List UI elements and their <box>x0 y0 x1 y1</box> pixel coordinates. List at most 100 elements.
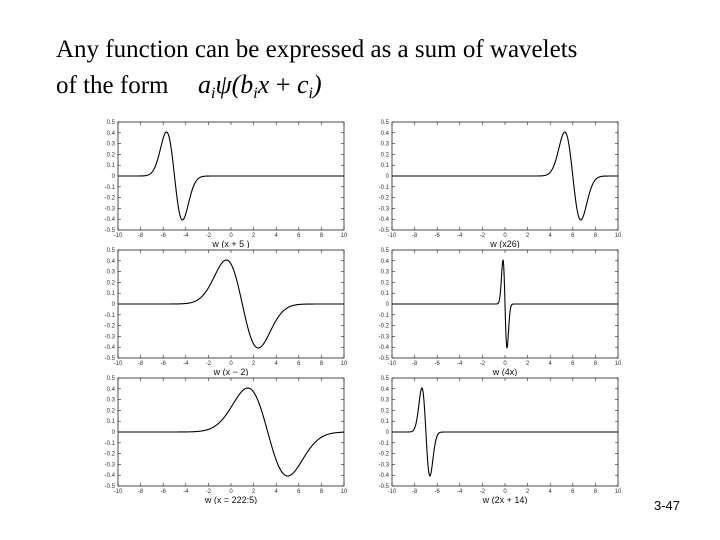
wavelet-panel-6: -10 -8 -6 -4 -2 0 2 4 6 8 10 0.5 0.4 0.3 0.2 0.1 0 -0.1 -0… <box>368 374 626 504</box>
x-tick-label: -6 <box>161 361 167 367</box>
y-tick-label: 0.5 <box>107 248 116 254</box>
y-tick-label: 0.1 <box>107 291 116 297</box>
y-tick-label: 0.5 <box>107 376 116 382</box>
x-tick-label: -6 <box>435 361 441 367</box>
x-tick-label: 8 <box>594 361 598 367</box>
wavelet-curve <box>118 131 344 221</box>
formula-a: a <box>198 70 211 99</box>
y-tick-label: -0.5 <box>105 484 116 490</box>
x-tick-label: -2 <box>206 489 212 495</box>
formula-sub-i: i <box>253 85 258 102</box>
wavelet-panel-4: -10 -8 -6 -4 -2 0 2 4 6 8 10 0.5 0.4 0.3 0.2 0.1 0 -0.1 -0… <box>368 246 626 376</box>
x-tick-label: -4 <box>183 233 189 239</box>
y-tick-label: -0.4 <box>379 217 390 223</box>
formula-c: c <box>296 70 309 99</box>
x-tick-label: 10 <box>615 361 622 367</box>
x-tick-label: -6 <box>161 233 167 239</box>
y-tick-label: 0.3 <box>107 270 116 276</box>
x-tick-label: 8 <box>320 361 324 367</box>
wavelet-chart-1: -10 -8 -6 -4 -2 0 2 4 6 8 10 0.5 0.4 0.3 0.2 0.1 0 -0.1 -0… <box>105 120 348 248</box>
y-tick-label: 0.1 <box>381 291 390 297</box>
y-tick-label: -0.2 <box>379 196 390 202</box>
y-tick-label: 0.2 <box>107 408 116 414</box>
y-tick-label: 0.4 <box>381 131 390 137</box>
y-tick-label: -0.3 <box>105 462 116 468</box>
x-tick-label: 2 <box>526 233 530 239</box>
x-tick-label: -4 <box>457 361 463 367</box>
slide-heading: Any function can be expressed as a sum o… <box>56 32 577 104</box>
x-axis-label: w (x26) <box>489 239 520 248</box>
wavelet-panel-5: -10 -8 -6 -4 -2 0 2 4 6 8 10 0.5 0.4 0.3 0.2 0.1 0 -0.1 -0… <box>94 374 352 504</box>
x-tick-label: 0 <box>503 361 507 367</box>
x-tick-label: 2 <box>252 489 256 495</box>
wavelet-curve <box>118 387 345 477</box>
x-tick-label: -8 <box>138 233 144 239</box>
x-tick-label: 4 <box>549 233 553 239</box>
y-tick-label: 0 <box>112 174 116 180</box>
x-tick-label: -10 <box>114 489 123 495</box>
x-tick-label: 10 <box>341 361 348 367</box>
x-tick-label: -2 <box>480 361 486 367</box>
y-tick-label: -0.2 <box>105 196 116 202</box>
y-tick-label: 0.2 <box>107 280 116 286</box>
y-tick-label: 0.4 <box>381 259 390 265</box>
y-tick-label: -0.3 <box>379 462 390 468</box>
y-tick-label: 0.3 <box>381 142 390 148</box>
x-tick-label: 6 <box>297 489 301 495</box>
x-tick-label: 6 <box>571 489 575 495</box>
formula-sub-i: i <box>308 85 313 102</box>
y-tick-label: -0.2 <box>379 324 390 330</box>
y-tick-label: -0.5 <box>105 228 116 234</box>
x-tick-label: 8 <box>594 489 598 495</box>
x-tick-label: 0 <box>503 489 507 495</box>
y-tick-label: -0.4 <box>379 345 390 351</box>
x-tick-label: 6 <box>571 233 575 239</box>
x-axis-label: w (x + 5 ) <box>211 239 249 248</box>
wavelet-panel-1: -10 -8 -6 -4 -2 0 2 4 6 8 10 0.5 0.4 0.3 0.2 0.1 0 -0.1 -0… <box>94 118 352 248</box>
y-tick-label: 0.2 <box>381 152 390 158</box>
y-tick-label: 0.3 <box>107 142 116 148</box>
formula-sub-i: i <box>211 85 216 102</box>
y-tick-label: -0.4 <box>379 473 390 479</box>
x-tick-label: 2 <box>526 489 530 495</box>
x-tick-label: 10 <box>615 233 622 239</box>
y-tick-label: 0.3 <box>381 398 390 404</box>
y-tick-label: 0.4 <box>107 131 116 137</box>
y-tick-label: -0.1 <box>105 313 116 319</box>
y-tick-label: 0.5 <box>381 376 390 382</box>
y-tick-label: -0.5 <box>379 484 390 490</box>
y-tick-label: -0.1 <box>105 185 116 191</box>
x-tick-label: 0 <box>229 361 233 367</box>
x-tick-label: -6 <box>435 489 441 495</box>
y-tick-label: 0 <box>386 430 390 436</box>
y-tick-label: 0.1 <box>107 419 116 425</box>
y-tick-label: 0.3 <box>381 270 390 276</box>
y-tick-label: -0.5 <box>379 228 390 234</box>
y-tick-label: 0 <box>112 430 116 436</box>
wavelet-panel-3: -10 -8 -6 -4 -2 0 2 4 6 8 10 0.5 0.4 0.3 0.2 0.1 0 -0.1 -0… <box>94 246 352 376</box>
x-tick-label: -4 <box>183 361 189 367</box>
y-tick-label: 0.1 <box>107 163 116 169</box>
y-tick-label: 0.5 <box>107 120 116 126</box>
y-tick-label: 0 <box>386 174 390 180</box>
y-tick-label: -0.1 <box>379 441 390 447</box>
x-tick-label: -2 <box>206 233 212 239</box>
formula-psi: ψ <box>215 70 232 99</box>
x-tick-label: 4 <box>549 361 553 367</box>
x-tick-label: 2 <box>252 361 256 367</box>
formula-plus: + <box>269 70 297 99</box>
y-tick-label: -0.2 <box>379 452 390 458</box>
wavelet-curve <box>392 131 618 221</box>
x-tick-label: 6 <box>571 361 575 367</box>
y-tick-label: -0.1 <box>379 185 390 191</box>
y-tick-label: 0.2 <box>107 152 116 158</box>
wavelet-formula: aiψ(bix + ci) <box>198 70 322 103</box>
x-tick-label: -8 <box>138 361 144 367</box>
x-tick-label: 6 <box>297 233 301 239</box>
y-tick-label: -0.1 <box>379 313 390 319</box>
y-tick-label: -0.3 <box>379 334 390 340</box>
x-tick-label: -8 <box>138 489 144 495</box>
x-tick-label: 2 <box>252 233 256 239</box>
x-tick-label: 10 <box>615 489 622 495</box>
heading-line-1: Any function can be expressed as a sum o… <box>56 36 578 63</box>
